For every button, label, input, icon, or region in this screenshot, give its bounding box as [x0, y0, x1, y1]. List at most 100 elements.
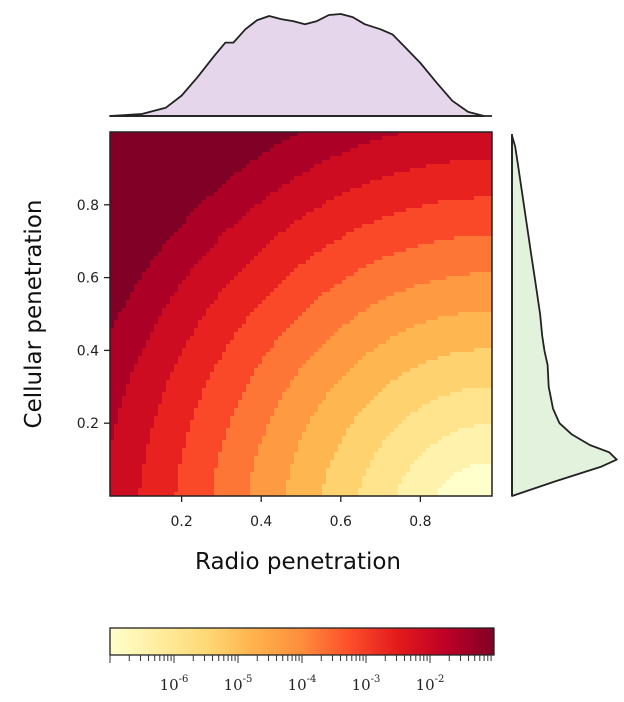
heatmap-cell: [306, 320, 311, 325]
heatmap-cell: [338, 336, 343, 341]
heatmap-cell: [218, 156, 223, 161]
heatmap-cell: [426, 196, 431, 201]
heatmap-cell: [230, 212, 235, 217]
heatmap-cell: [234, 148, 239, 153]
heatmap-cell: [230, 148, 235, 153]
heatmap-cell: [202, 148, 207, 153]
heatmap-cell: [466, 300, 471, 305]
heatmap-cell: [230, 232, 235, 237]
heatmap-cell: [134, 276, 139, 281]
heatmap-cell: [382, 152, 387, 157]
heatmap-cell: [422, 224, 427, 229]
heatmap-cell: [226, 160, 231, 165]
heatmap-panel: [109, 131, 493, 497]
heatmap-cell: [190, 308, 195, 313]
heatmap-cell: [458, 160, 463, 165]
heatmap-cell: [266, 224, 271, 229]
heatmap-cell: [478, 220, 483, 225]
heatmap-cell: [370, 292, 375, 297]
heatmap-cell: [130, 192, 135, 197]
heatmap-cell: [486, 152, 491, 157]
heatmap-cell: [238, 276, 243, 281]
heatmap-cell: [290, 272, 295, 277]
heatmap-cell: [190, 148, 195, 153]
heatmap-cell: [242, 264, 247, 269]
heatmap-cell: [270, 132, 275, 137]
heatmap-cell: [206, 176, 211, 181]
heatmap-cell: [174, 156, 179, 161]
heatmap-cell: [402, 312, 407, 317]
heatmap-cell: [182, 180, 187, 185]
heatmap-cell: [442, 328, 447, 333]
heatmap-cell: [358, 264, 363, 269]
heatmap-cell: [142, 280, 147, 285]
heatmap-cell: [270, 212, 275, 217]
heatmap-cell: [326, 276, 331, 281]
heatmap-cell: [406, 216, 411, 221]
heatmap-cell: [294, 320, 299, 325]
heatmap-cell: [178, 152, 183, 157]
heatmap-cell: [490, 252, 493, 257]
heatmap-cell: [122, 304, 127, 309]
heatmap-cell: [474, 316, 479, 321]
heatmap-cell: [430, 140, 435, 145]
heatmap-cell: [286, 312, 291, 317]
heatmap-cell: [278, 328, 283, 333]
heatmap-cell: [410, 212, 415, 217]
heatmap-cell: [214, 280, 219, 285]
heatmap-cell: [390, 308, 395, 313]
heatmap-cell: [382, 136, 387, 141]
heatmap-cell: [198, 172, 203, 177]
heatmap-cell: [258, 264, 263, 269]
heatmap-cell: [386, 184, 391, 189]
heatmap-cell: [178, 328, 183, 333]
heatmap-cell: [270, 324, 275, 329]
heatmap-cell: [374, 260, 379, 265]
heatmap-cell: [326, 296, 331, 301]
heatmap-cell: [258, 212, 263, 217]
heatmap-cell: [202, 180, 207, 185]
heatmap-cell: [214, 328, 219, 333]
heatmap-cell: [250, 228, 255, 233]
heatmap-cell: [470, 204, 475, 209]
heatmap-cell: [254, 236, 259, 241]
heatmap-cell: [438, 224, 443, 229]
heatmap-cell: [386, 280, 391, 285]
heatmap-cell: [346, 316, 351, 321]
heatmap-cell: [358, 240, 363, 245]
heatmap-cell: [254, 156, 259, 161]
heatmap-cell: [358, 220, 363, 225]
heatmap-cell: [266, 176, 271, 181]
heatmap-cell: [206, 288, 211, 293]
heatmap-cell: [114, 300, 119, 305]
heatmap-cell: [466, 296, 471, 301]
heatmap-cell: [422, 152, 427, 157]
heatmap-cell: [154, 136, 159, 141]
heatmap-cell: [278, 284, 283, 289]
heatmap-cell: [458, 336, 463, 341]
heatmap-cell: [278, 264, 283, 269]
heatmap-cell: [306, 148, 311, 153]
heatmap-cell: [170, 168, 175, 173]
heatmap-cell: [338, 256, 343, 261]
heatmap-cell: [422, 244, 427, 249]
heatmap-cell: [438, 300, 443, 305]
heatmap-cell: [418, 248, 423, 253]
heatmap-cell: [226, 164, 231, 169]
heatmap-cell: [218, 272, 223, 277]
heatmap-cell: [462, 132, 467, 137]
heatmap-cell: [294, 172, 299, 177]
heatmap-cell: [342, 208, 347, 213]
heatmap-cell: [262, 296, 267, 301]
heatmap-cell: [166, 316, 171, 321]
heatmap-cell: [490, 168, 493, 173]
heatmap-cell: [170, 292, 175, 297]
heatmap-cell: [482, 336, 487, 341]
heatmap-cell: [322, 308, 327, 313]
heatmap-cell: [194, 148, 199, 153]
heatmap-cell: [402, 196, 407, 201]
heatmap-cell: [250, 164, 255, 169]
heatmap-cell: [198, 200, 203, 205]
heatmap-cell: [358, 332, 363, 337]
heatmap-cell: [290, 304, 295, 309]
